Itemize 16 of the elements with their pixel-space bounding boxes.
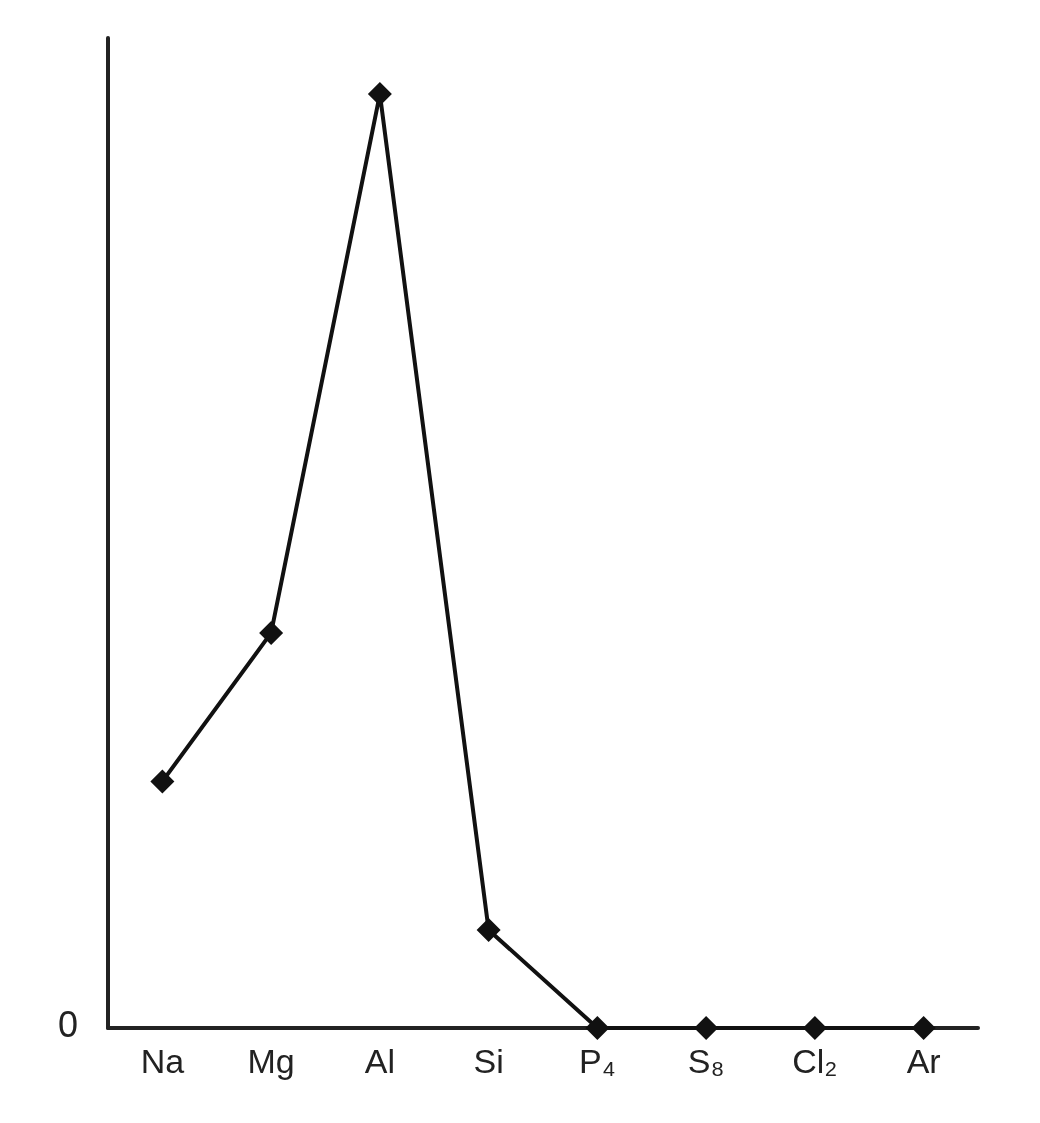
x-tick-label: Al	[364, 1042, 395, 1080]
x-tick-label: Si	[473, 1042, 504, 1080]
point	[585, 1016, 610, 1040]
x-tick-label: Cl₂	[792, 1042, 838, 1080]
x-tick-label: Na	[140, 1042, 185, 1080]
point	[476, 917, 501, 942]
x-tick-label: P₄	[579, 1042, 616, 1080]
text: 0	[58, 1003, 79, 1045]
x-tick-label: Mg	[247, 1042, 295, 1080]
x-tick-label: Ar	[906, 1042, 941, 1080]
point	[150, 769, 175, 794]
point	[802, 1016, 827, 1040]
point	[911, 1016, 936, 1040]
point	[259, 620, 284, 645]
point	[694, 1016, 719, 1040]
x-tick-label: S₈	[687, 1042, 725, 1080]
